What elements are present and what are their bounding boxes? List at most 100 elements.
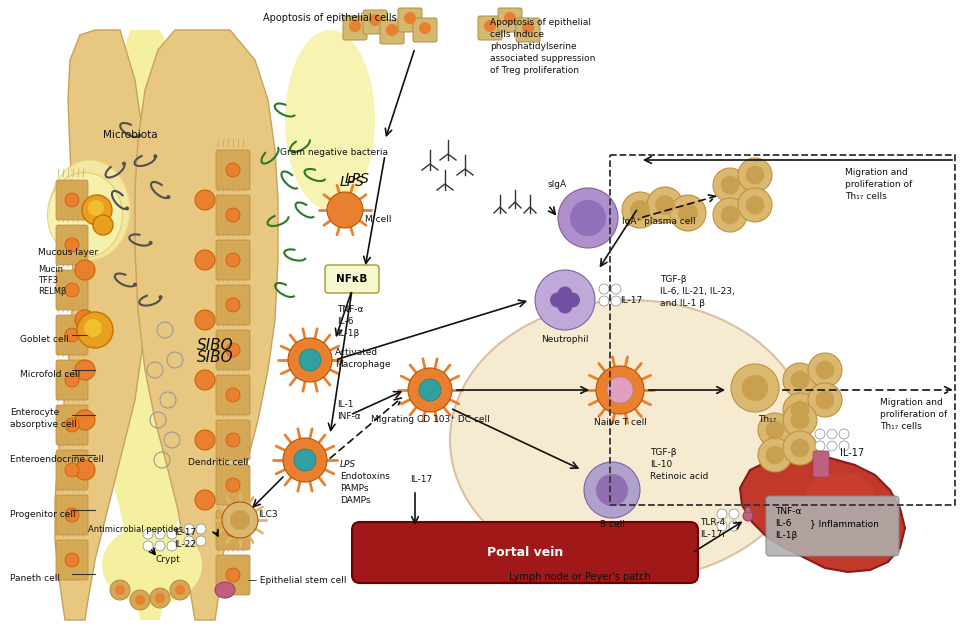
Circle shape — [226, 298, 239, 312]
Circle shape — [838, 441, 848, 451]
Circle shape — [737, 158, 771, 192]
FancyBboxPatch shape — [216, 420, 250, 460]
FancyBboxPatch shape — [380, 20, 403, 44]
Text: Portal vein: Portal vein — [486, 547, 563, 559]
Circle shape — [222, 502, 258, 538]
FancyBboxPatch shape — [216, 510, 250, 550]
Text: IL-1β: IL-1β — [774, 532, 797, 540]
Circle shape — [782, 393, 816, 427]
Text: IL-17: IL-17 — [410, 475, 432, 484]
Circle shape — [288, 338, 331, 382]
FancyBboxPatch shape — [325, 265, 379, 293]
Text: of Treg proliferation: of Treg proliferation — [489, 66, 578, 75]
Text: Mucous layer: Mucous layer — [38, 248, 98, 257]
Text: Mucin: Mucin — [38, 265, 63, 274]
Text: IL-10: IL-10 — [649, 460, 672, 469]
Text: Enterocyte: Enterocyte — [10, 408, 59, 417]
Circle shape — [782, 363, 816, 397]
Circle shape — [745, 196, 764, 214]
Circle shape — [167, 541, 176, 551]
Circle shape — [195, 490, 215, 510]
Ellipse shape — [215, 582, 234, 598]
Text: Gram negative bacteria: Gram negative bacteria — [280, 148, 388, 157]
Circle shape — [327, 192, 362, 228]
Circle shape — [368, 14, 381, 26]
Circle shape — [195, 190, 215, 210]
Circle shape — [230, 510, 250, 530]
Text: Crypt: Crypt — [155, 555, 180, 564]
Circle shape — [226, 343, 239, 357]
Circle shape — [167, 529, 176, 539]
Circle shape — [195, 250, 215, 270]
Circle shape — [677, 203, 697, 223]
Circle shape — [557, 286, 572, 301]
Circle shape — [65, 463, 78, 477]
Circle shape — [745, 166, 764, 185]
Text: IgA⁺ plasma cell: IgA⁺ plasma cell — [621, 217, 695, 226]
Circle shape — [621, 192, 657, 228]
Circle shape — [159, 295, 163, 299]
Circle shape — [226, 388, 239, 402]
Circle shape — [419, 379, 441, 401]
Circle shape — [742, 511, 752, 521]
Circle shape — [138, 133, 141, 138]
Text: RELMβ: RELMβ — [38, 287, 66, 296]
Circle shape — [419, 22, 430, 34]
Text: absorptive cell: absorptive cell — [10, 420, 77, 429]
Circle shape — [610, 296, 620, 306]
Circle shape — [815, 361, 833, 379]
FancyBboxPatch shape — [56, 180, 88, 220]
Circle shape — [765, 421, 784, 439]
Circle shape — [226, 478, 239, 492]
Circle shape — [570, 200, 606, 236]
Text: TLR-4: TLR-4 — [700, 518, 725, 527]
Circle shape — [65, 283, 78, 297]
FancyBboxPatch shape — [56, 315, 88, 355]
FancyBboxPatch shape — [516, 18, 540, 42]
FancyBboxPatch shape — [56, 450, 88, 490]
FancyBboxPatch shape — [216, 240, 250, 280]
Polygon shape — [135, 30, 278, 620]
Circle shape — [167, 195, 171, 199]
FancyBboxPatch shape — [216, 465, 250, 505]
FancyBboxPatch shape — [56, 405, 88, 445]
Circle shape — [65, 373, 78, 387]
Text: TNF-α: TNF-α — [336, 305, 363, 314]
Circle shape — [535, 270, 594, 330]
Bar — [610, 155, 954, 505]
Circle shape — [646, 187, 682, 223]
Circle shape — [148, 241, 152, 245]
Text: PAMPs: PAMPs — [340, 484, 368, 493]
Text: IL-1: IL-1 — [336, 400, 353, 409]
Text: Migration and: Migration and — [879, 398, 942, 407]
Circle shape — [595, 366, 643, 414]
Circle shape — [349, 20, 360, 32]
Text: Antimicrobial peptides: Antimicrobial peptides — [87, 525, 182, 534]
FancyBboxPatch shape — [812, 451, 828, 477]
Text: Macrophage: Macrophage — [334, 360, 391, 369]
Circle shape — [595, 474, 627, 506]
FancyBboxPatch shape — [216, 555, 250, 595]
FancyBboxPatch shape — [397, 8, 422, 32]
Circle shape — [386, 24, 397, 36]
Ellipse shape — [102, 525, 202, 605]
Circle shape — [716, 509, 726, 519]
Circle shape — [153, 154, 157, 158]
Circle shape — [599, 296, 609, 306]
Text: proliferation of: proliferation of — [879, 410, 947, 419]
Circle shape — [115, 585, 125, 595]
Text: } Inflammation: } Inflammation — [809, 520, 878, 528]
Text: Th₁₇: Th₁₇ — [757, 415, 775, 424]
Circle shape — [184, 536, 194, 546]
Circle shape — [93, 215, 112, 235]
Circle shape — [75, 460, 95, 480]
Circle shape — [557, 298, 572, 313]
FancyBboxPatch shape — [343, 16, 366, 40]
Circle shape — [195, 430, 215, 450]
FancyBboxPatch shape — [216, 330, 250, 370]
FancyBboxPatch shape — [56, 270, 88, 310]
Text: Activated: Activated — [334, 348, 378, 357]
Circle shape — [807, 353, 841, 387]
Circle shape — [65, 553, 78, 567]
Text: IL-17: IL-17 — [619, 296, 641, 305]
